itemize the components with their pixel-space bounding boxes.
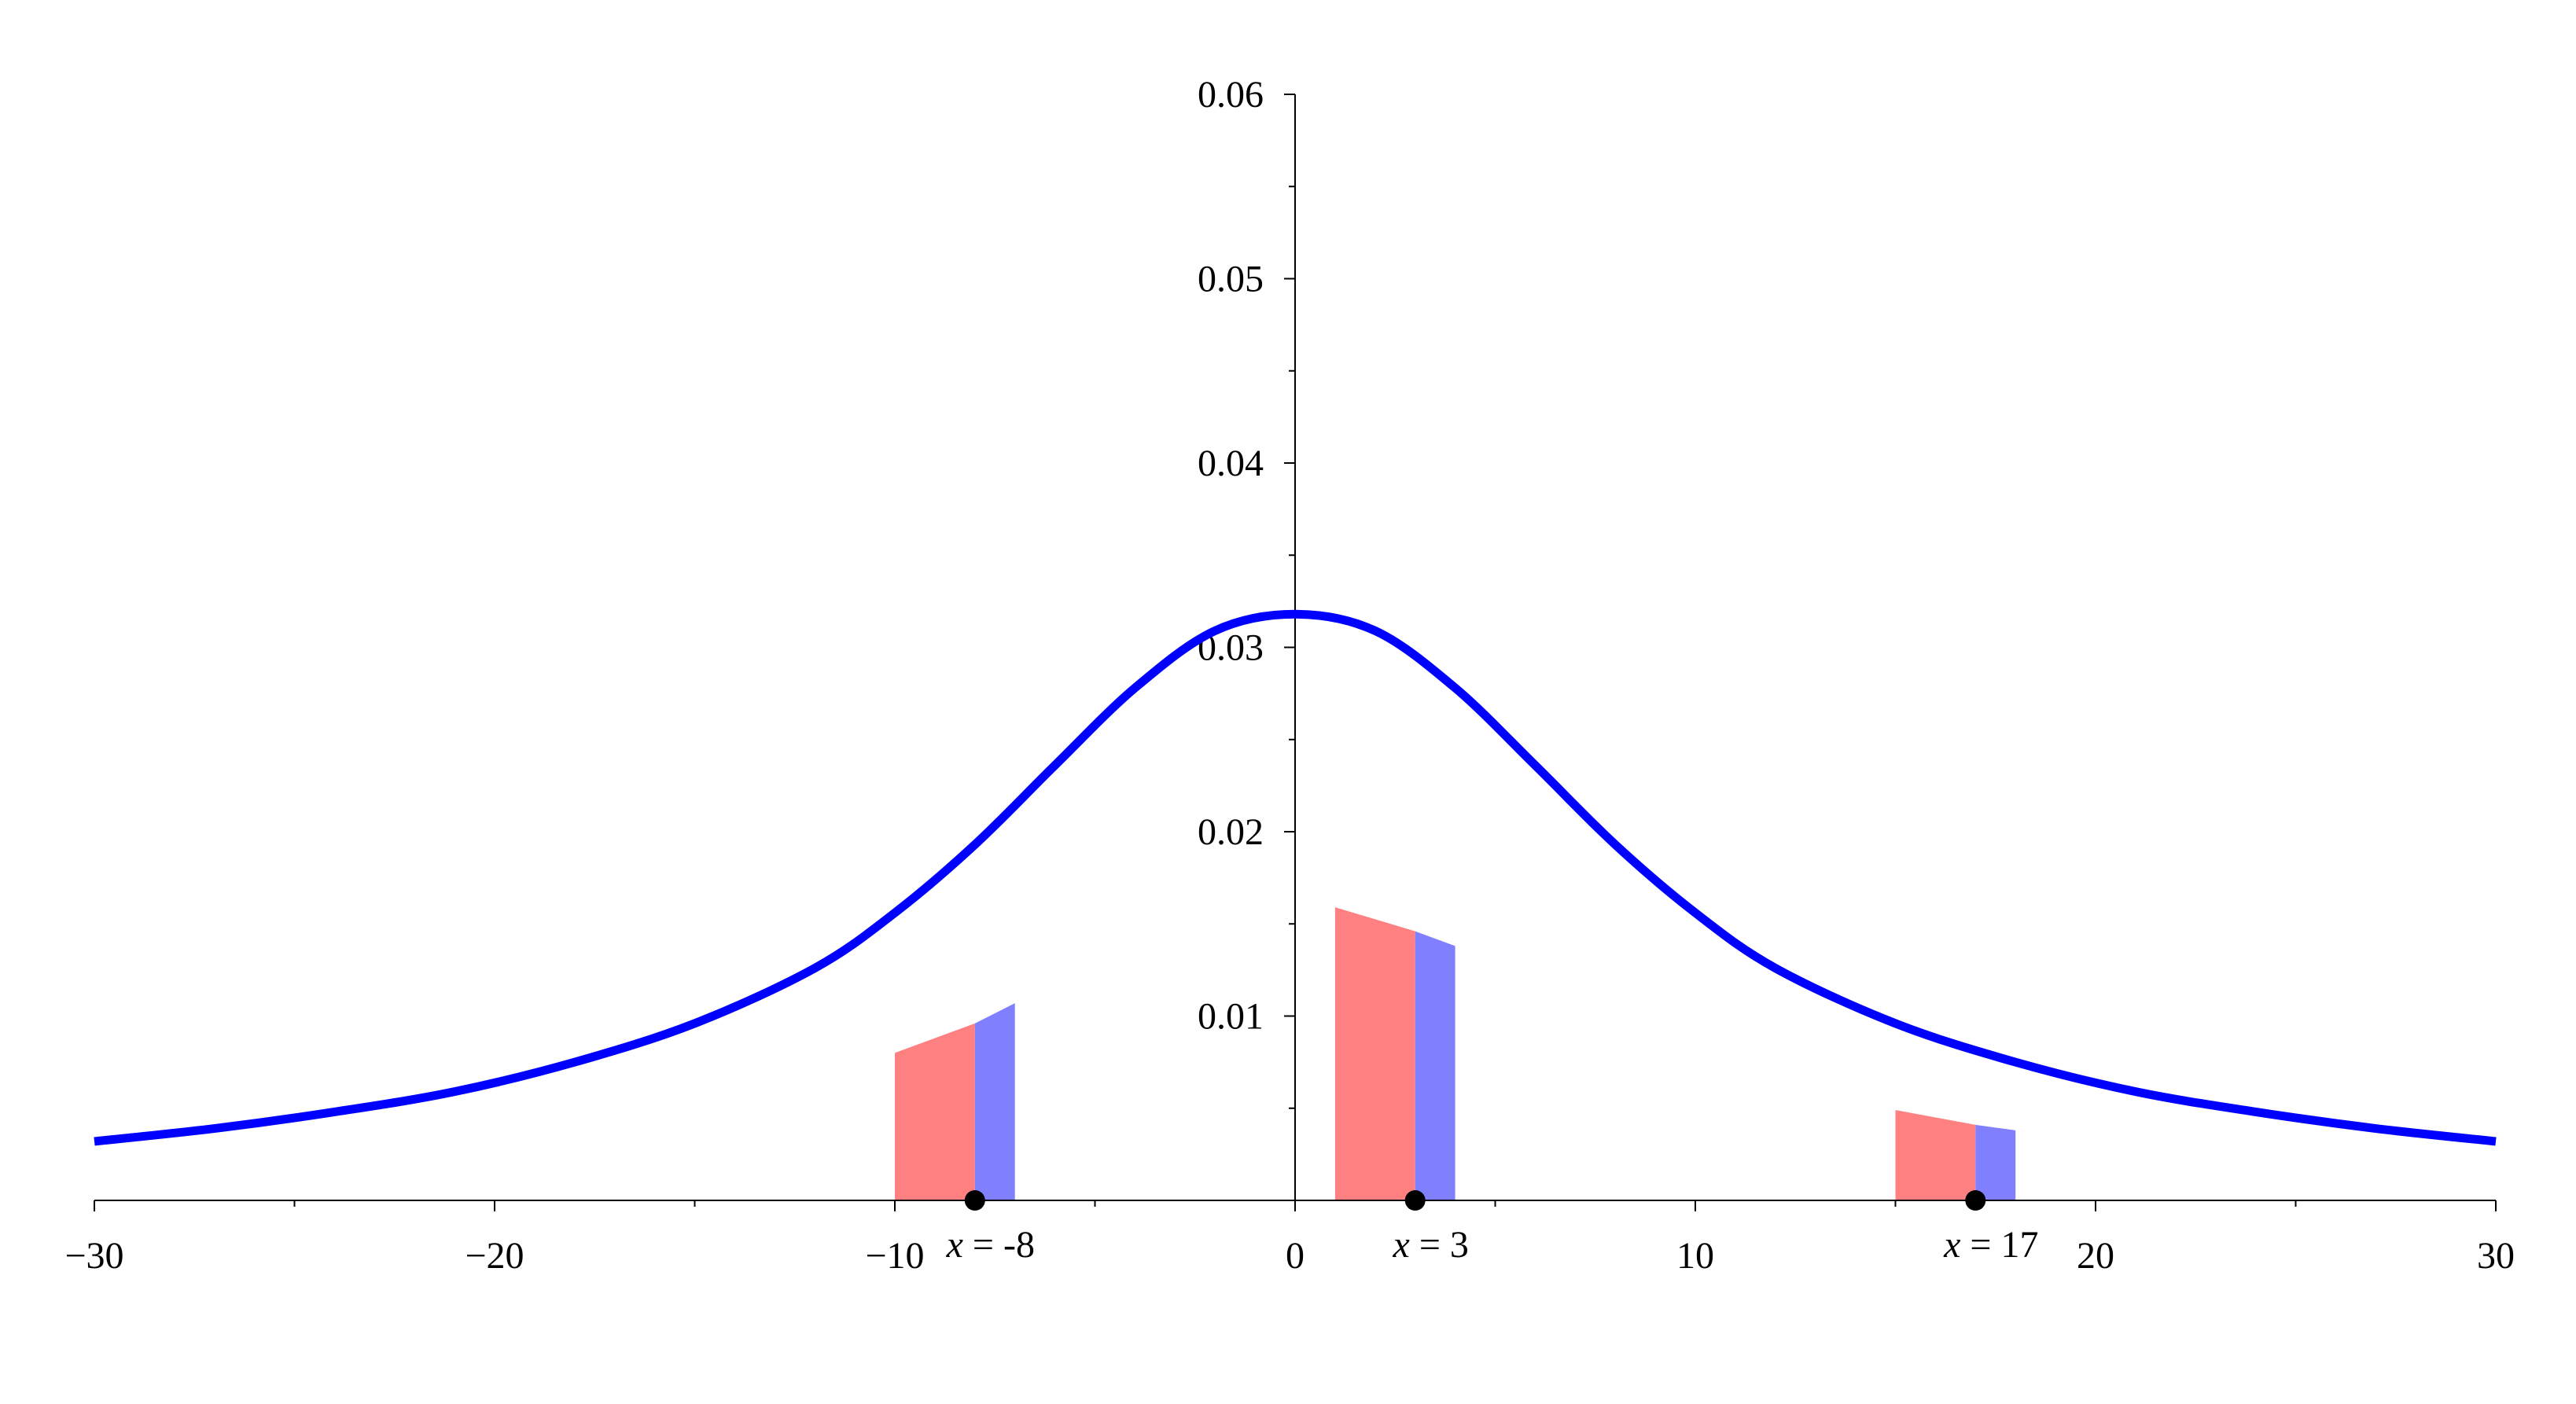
x-tick-label: 0 xyxy=(1286,1235,1305,1277)
y-tick-label: 0.01 xyxy=(1198,996,1264,1038)
point-marker-2 xyxy=(1965,1190,1986,1211)
density-curve xyxy=(94,609,2497,1146)
point-label-2: x = 17 xyxy=(1943,1224,2038,1266)
point-label-var: x xyxy=(1393,1224,1410,1266)
region-0-red-fill xyxy=(895,1023,975,1200)
point-label-1: x = 3 xyxy=(1393,1224,1469,1266)
points-layer xyxy=(964,1190,1986,1211)
region-1-blue-fill xyxy=(1415,931,1455,1200)
region-0-blue-fill xyxy=(974,1003,1015,1200)
x-tick-label: 20 xyxy=(2077,1235,2114,1277)
point-label-0: x = -8 xyxy=(946,1224,1035,1266)
y-tick-label: 0.06 xyxy=(1198,74,1264,116)
curve-layer xyxy=(94,609,2497,1146)
x-tick-label: 30 xyxy=(2477,1235,2515,1277)
point-label-value: = 17 xyxy=(1960,1224,2038,1266)
y-tick-label: 0.02 xyxy=(1198,811,1264,853)
shaded-regions xyxy=(895,907,2016,1200)
point-marker-0 xyxy=(964,1190,985,1211)
point-label-value: = 3 xyxy=(1410,1224,1469,1266)
region-2-red-fill xyxy=(1895,1110,1976,1200)
point-label-value: = -8 xyxy=(963,1224,1035,1266)
x-tick-label: −10 xyxy=(865,1235,924,1277)
region-2-blue-fill xyxy=(1975,1124,2016,1200)
axes: −30 −20 −10 0 10 20 300.010.020.030.040.050.06 xyxy=(64,74,2515,1277)
y-tick-label: 0.05 xyxy=(1198,259,1264,300)
x-tick-label: 10 xyxy=(1676,1235,1714,1277)
x-tick-label: −20 xyxy=(465,1235,524,1277)
x-tick-label: −30 xyxy=(64,1235,123,1277)
point-marker-1 xyxy=(1404,1190,1426,1211)
point-label-var: x xyxy=(1943,1224,1960,1266)
region-1-red-fill xyxy=(1334,907,1415,1200)
y-tick-label: 0.04 xyxy=(1198,443,1264,484)
point-label-var: x xyxy=(946,1224,963,1266)
